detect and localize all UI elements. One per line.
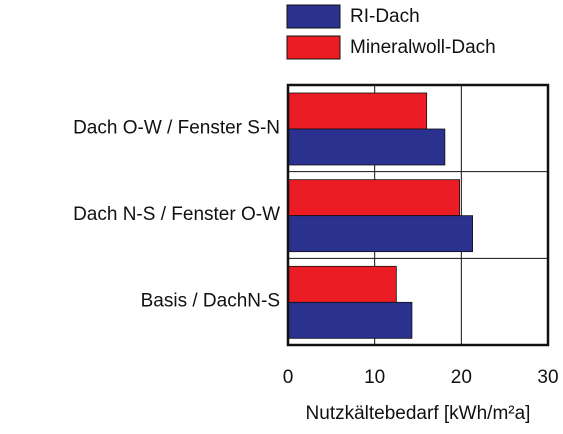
y-tick-label: Basis / DachN-S (141, 291, 280, 312)
bar (287, 179, 461, 217)
x-tick-label: 20 (451, 367, 472, 388)
x-tick-label: 30 (537, 367, 558, 388)
legend-swatch (286, 4, 341, 29)
x-axis-label: Nutzkältebedarf [kWh/m²a] (306, 403, 531, 424)
bar (287, 215, 474, 253)
legend-swatch (286, 35, 341, 60)
legend-label: RI-Dach (350, 6, 420, 27)
y-tick-label: Dach O-W / Fenster S-N (73, 117, 280, 138)
x-tick-label: 10 (364, 367, 385, 388)
legend-label: Mineralwoll-Dach (350, 37, 496, 58)
bar (287, 128, 446, 166)
y-tick-label: Dach N-S / Fenster O-W (73, 204, 280, 225)
bar (287, 92, 428, 130)
bar (287, 265, 397, 303)
plot-frame (286, 83, 550, 347)
bar (287, 301, 413, 339)
x-tick-label: 0 (283, 367, 294, 388)
